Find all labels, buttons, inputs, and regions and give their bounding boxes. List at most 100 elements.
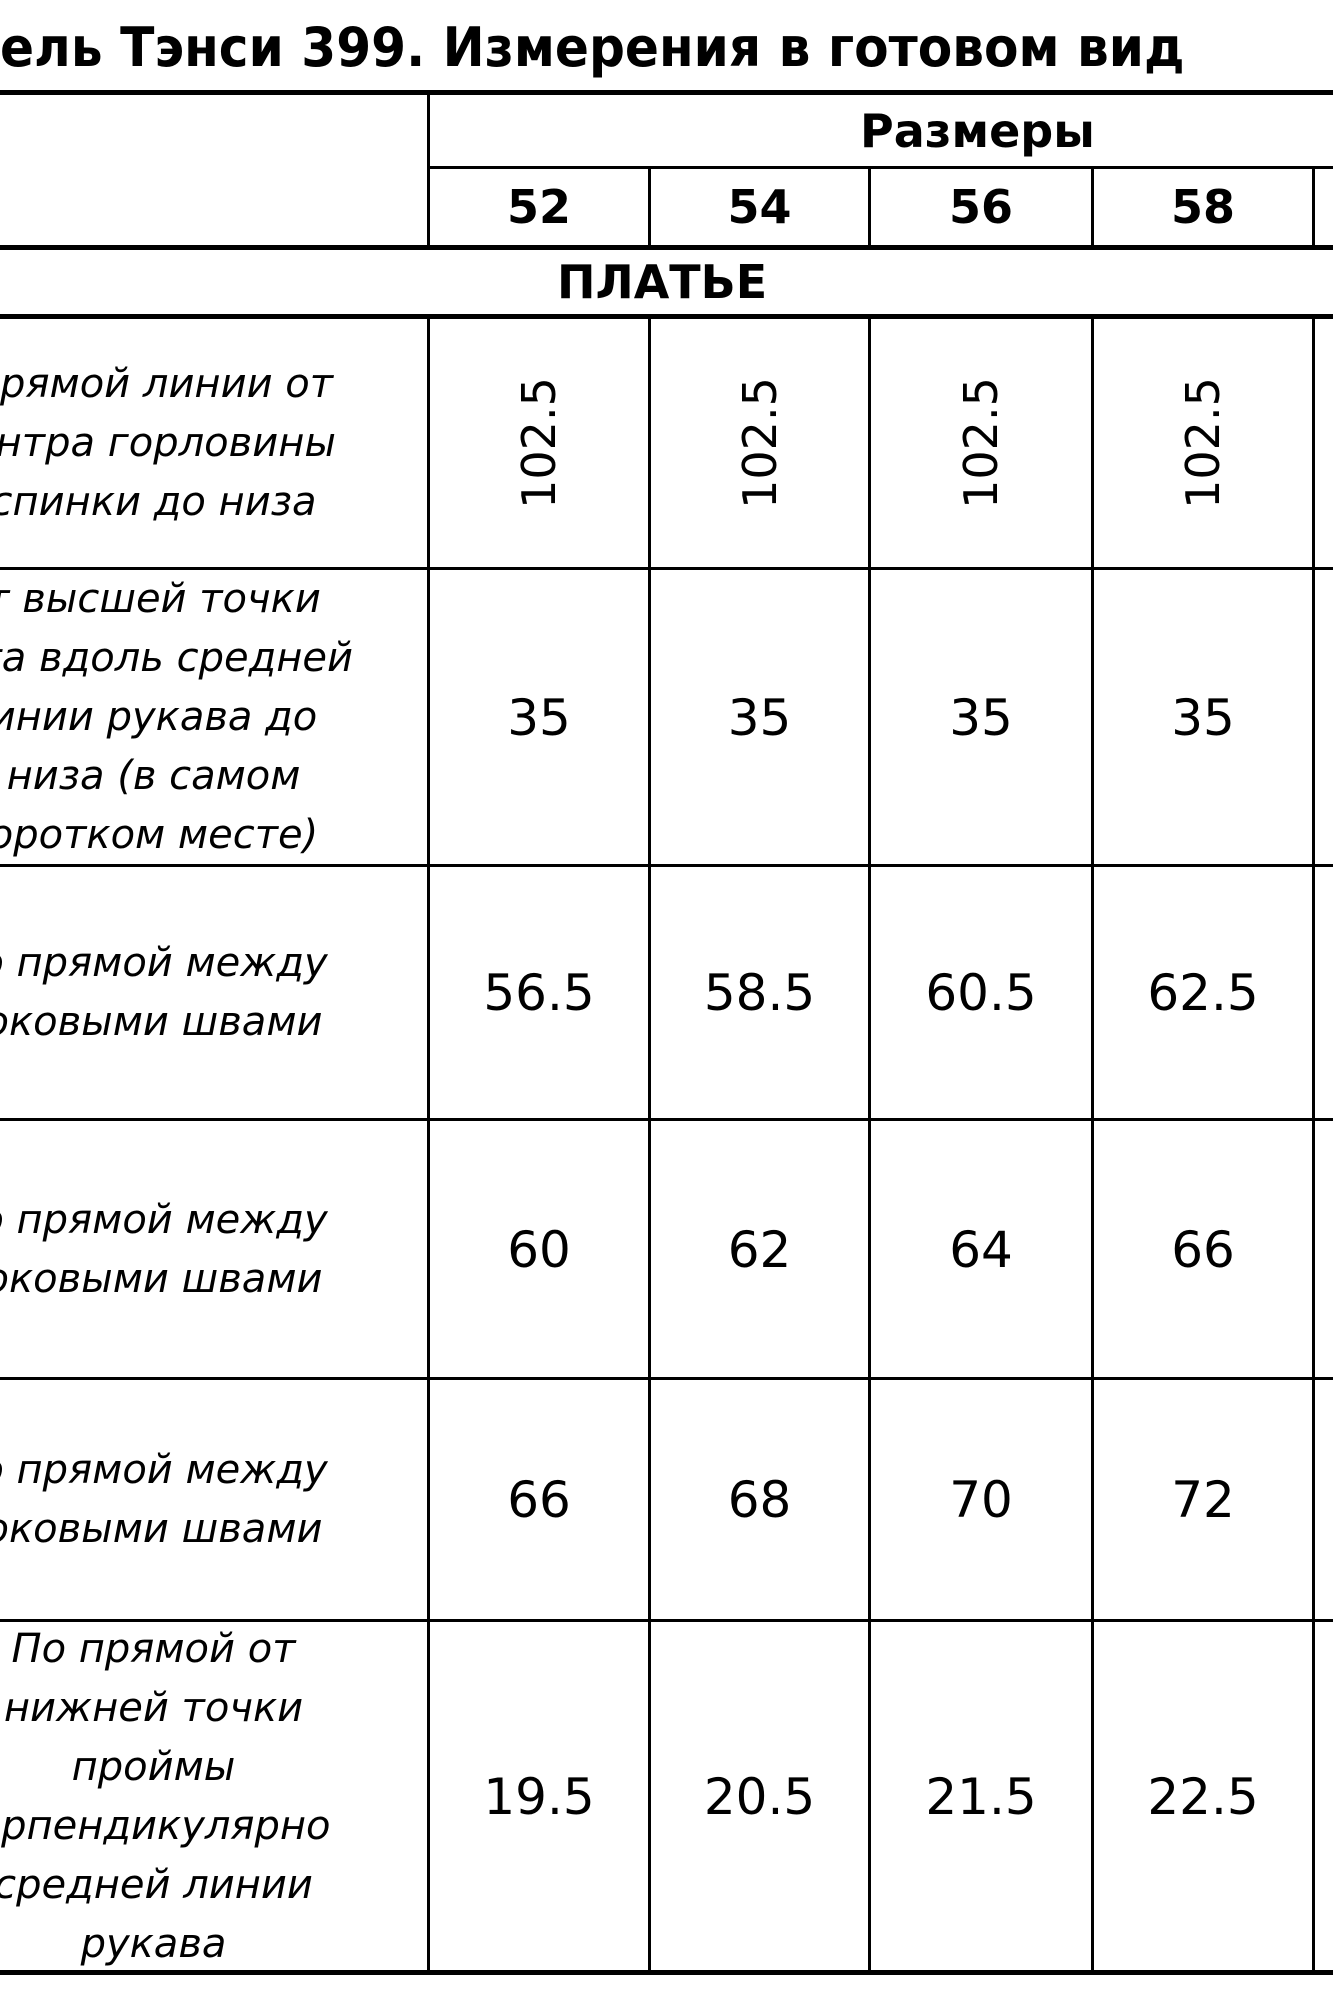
description-line: оковыми швами [0,1255,323,1302]
measurement-value: 35 [430,571,648,864]
value-text: 102.5 [732,377,787,509]
measurement-value: 35 [871,571,1091,864]
measurement-description: о прямой между оковыми швами [0,868,427,1118]
description-line: ата вдоль средней [0,635,353,681]
description-line: о прямой между [0,1447,328,1493]
column-divider [868,316,871,1972]
measurement-value: 66 [1094,1122,1312,1377]
value-text: 72 [1171,1471,1235,1529]
description-line: инии рукава до [0,694,318,740]
measurement-value: 64 [871,1122,1091,1377]
value-text: 35 [1171,688,1235,747]
measurement-value: 60.5 [871,868,1091,1118]
description-line: средней линии [0,1861,313,1908]
measurement-value: 66 [430,1381,648,1619]
column-divider [1312,316,1315,1972]
measurement-value: 35 [1094,571,1312,864]
measurement-description: о прямой между оковыми швами [0,1122,427,1377]
column-divider [648,316,651,1972]
description-line: оротком месте) [0,812,319,858]
row-divider [0,864,1333,867]
value-text: 56.5 [483,964,595,1022]
value-text: 20.5 [703,1767,816,1826]
size-column-header: 54 [727,180,792,234]
value-text: 66 [1171,1220,1235,1279]
value-text: 64 [949,1220,1013,1279]
column-divider [1312,167,1315,247]
measurement-value: 62.5 [1094,868,1312,1118]
value-text: 58.5 [703,964,816,1022]
description-line: спинки до низа [0,478,317,525]
description-line: т высшей точки [0,576,321,622]
measurement-value: 102.5 [1094,319,1312,567]
value-text: 62 [727,1220,792,1279]
sizes-header: Размеры [860,103,1095,158]
value-text: 22.5 [1147,1767,1259,1826]
measurement-value: 21.5 [871,1623,1091,1970]
measurement-value: 62 [651,1122,868,1377]
size-column-header: 56 [948,180,1013,234]
value-text: 60 [507,1220,571,1279]
sizes-divider [427,166,1333,169]
description-line: нижней точки [3,1684,304,1731]
table-top-border [0,90,1333,95]
measurement-description: прямой линии от ентра горловины спинки до … [0,319,427,567]
column-divider [427,92,430,247]
value-text: 66 [507,1471,571,1529]
column-divider [1091,167,1094,247]
measurement-value: 56.5 [430,868,648,1118]
column-divider [868,167,871,247]
description-line: ерпендикулярно [0,1802,331,1849]
column-divider [427,316,430,1972]
measurement-value: 70 [871,1381,1091,1619]
description-line: прямой линии от [0,360,334,407]
measurement-value: 22.5 [1094,1623,1312,1970]
measurement-value: 20.5 [651,1623,868,1970]
measurement-value: 102.5 [430,319,648,567]
measurement-description: т высшей точки ата вдоль средней инии рука… [0,571,427,864]
value-text: 102.5 [1175,377,1230,509]
value-text: 60.5 [925,964,1037,1022]
description-line: о прямой между [0,1196,328,1243]
description-line: По прямой от [11,1625,296,1672]
measurement-value: 68 [651,1381,868,1619]
row-divider [0,1619,1333,1622]
value-text: 68 [727,1471,792,1529]
value-text: 102.5 [511,377,566,509]
column-divider [648,167,651,247]
value-text: 35 [727,688,792,747]
column-divider [1091,316,1094,1972]
size-column-header: 52 [506,180,571,234]
description-line: о прямой между [0,940,328,986]
value-text: 19.5 [483,1767,595,1826]
measurement-value: 58.5 [651,868,868,1118]
description-line: ентра горловины [0,419,336,466]
header-bottom-border [0,245,1333,250]
description-line: низа (в самом [6,753,301,799]
measurement-value: 102.5 [651,319,868,567]
value-text: 62.5 [1147,964,1259,1022]
measurement-value: 72 [1094,1381,1312,1619]
value-text: 70 [949,1471,1013,1529]
value-text: 35 [949,688,1013,747]
value-text: 102.5 [953,377,1008,509]
description-line: оковыми швами [0,999,323,1045]
row-divider [0,1118,1333,1121]
measurement-value: 60 [430,1122,648,1377]
section-bottom-border [0,314,1333,319]
row-divider [0,567,1333,570]
description-line: оковыми швами [0,1506,323,1552]
measurement-value: 102.5 [871,319,1091,567]
description-line: рукава [80,1920,227,1967]
row-divider [0,1970,1333,1975]
size-column-header: 58 [1170,180,1235,234]
value-text: 35 [507,688,571,747]
row-divider [0,1377,1333,1380]
description-line: проймы [71,1743,236,1790]
value-text: 21.5 [925,1767,1037,1826]
measurement-value: 19.5 [430,1623,648,1970]
measurement-value: 35 [651,571,868,864]
measurement-description: По прямой от нижней точки проймы ерпендикул… [0,1623,427,1970]
document-title: ель Тэнси 399. Измерения в готовом вид [0,16,1185,79]
